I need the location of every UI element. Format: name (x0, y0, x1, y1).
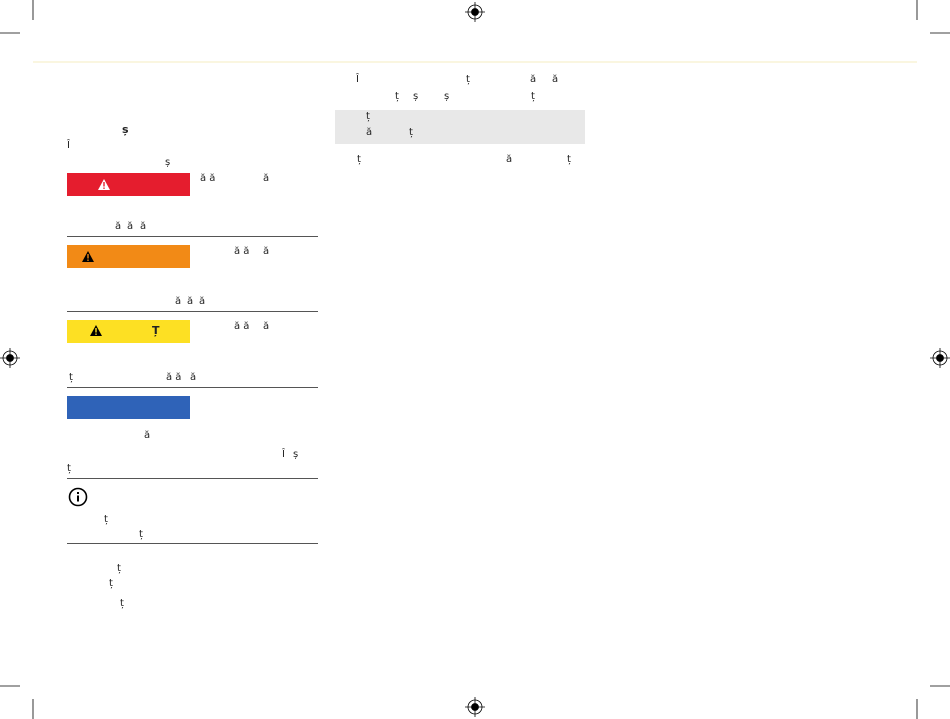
text: ă (115, 221, 122, 232)
warning-icon (90, 325, 102, 336)
text: ă (175, 296, 182, 307)
text: ă (127, 221, 134, 232)
divider (67, 311, 318, 312)
text: ă (144, 430, 151, 441)
divider (67, 543, 318, 544)
danger-label (67, 173, 190, 196)
info-icon (68, 487, 88, 507)
list-item: ț (120, 598, 124, 609)
divider (67, 387, 318, 388)
text: ț (69, 372, 73, 383)
text: ă (263, 246, 270, 257)
text: ț (567, 154, 571, 165)
notice-label (67, 396, 190, 419)
text: ț (395, 91, 399, 102)
text: ș (165, 157, 171, 168)
text: ă ă (166, 372, 182, 383)
divider (67, 478, 318, 479)
text: ă ă (234, 321, 250, 332)
text: Î (356, 74, 359, 85)
heading: ș (122, 123, 129, 136)
text: ă (199, 296, 206, 307)
text: ț (366, 111, 370, 122)
text: ț (531, 91, 535, 102)
text: ș (413, 91, 419, 102)
text: ț (466, 74, 470, 85)
text: ă (263, 321, 270, 332)
text: Î (282, 449, 285, 460)
text: ă (190, 372, 197, 383)
text: Î (67, 140, 70, 151)
text: ț (67, 463, 71, 474)
text: ă (140, 221, 147, 232)
warning-icon (82, 251, 94, 262)
text: ț (409, 127, 413, 138)
list-item: ț (109, 578, 113, 589)
text: ă ă (234, 246, 250, 257)
text: ă ă (200, 173, 216, 184)
caution-text: Ț (152, 324, 160, 337)
text: ț (139, 529, 143, 540)
divider (67, 236, 318, 237)
text: ă (552, 74, 559, 85)
caution-label (67, 320, 190, 343)
text: ț (104, 514, 108, 525)
text: ț (357, 154, 361, 165)
text: ă (530, 74, 537, 85)
highlight-box (335, 110, 585, 144)
text: ș (293, 449, 299, 460)
warning-icon (98, 179, 110, 190)
warning-label (67, 245, 190, 268)
text: ă (366, 127, 373, 138)
list-item: ț (117, 563, 121, 574)
text: ă (187, 296, 194, 307)
text: ș (444, 91, 450, 102)
text: ă (506, 154, 513, 165)
text: ă (263, 173, 270, 184)
